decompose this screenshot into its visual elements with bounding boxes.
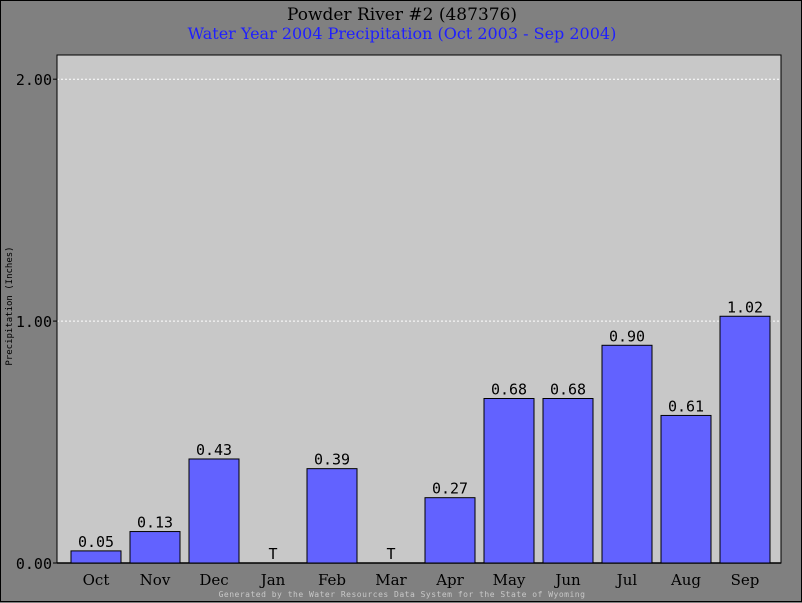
data-label-feb: 0.39 (314, 451, 350, 469)
bar-jul (601, 344, 653, 564)
x-tick-label-mar: Mar (375, 571, 407, 589)
y-tick-label: 2.00 (16, 71, 52, 89)
data-label-nov: 0.13 (137, 514, 173, 532)
x-tick-label-jul: Jul (615, 571, 638, 589)
bar-apr (424, 497, 476, 564)
data-label-jun: 0.68 (550, 381, 586, 399)
y-tick-label: 1.00 (16, 313, 52, 331)
x-tick-label-may: May (493, 571, 526, 589)
x-tick-label-nov: Nov (140, 571, 171, 589)
data-label-oct: 0.05 (78, 533, 114, 551)
data-label-apr: 0.27 (432, 480, 468, 498)
data-label-sep: 1.02 (727, 298, 763, 316)
bar-aug (660, 414, 712, 564)
data-label-aug: 0.61 (668, 397, 704, 415)
x-tick-label-oct: Oct (83, 571, 110, 589)
bar-oct (70, 550, 122, 564)
data-label-jan: T (268, 545, 277, 563)
x-tick-label-jan: Jan (259, 571, 286, 589)
data-label-jul: 0.90 (609, 327, 645, 345)
bar-feb (306, 468, 358, 564)
x-tick-label-jun: Jun (553, 571, 581, 589)
x-tick-label-sep: Sep (731, 571, 760, 589)
bar-may (483, 398, 535, 564)
bar-nov (129, 531, 181, 564)
x-tick-label-aug: Aug (670, 571, 701, 589)
bar-jun (542, 398, 594, 564)
chart-title: Powder River #2 (487376) (286, 5, 518, 25)
bar-dec (188, 458, 240, 564)
x-tick-label-dec: Dec (199, 571, 228, 589)
footer-credit: Generated by the Water Resources Data Sy… (218, 590, 586, 599)
plot-background (56, 54, 782, 564)
bar-sep (719, 315, 771, 564)
x-tick-label-feb: Feb (318, 571, 346, 589)
data-label-mar: T (386, 545, 395, 563)
data-label-dec: 0.43 (196, 441, 232, 459)
x-tick-label-apr: Apr (435, 571, 464, 589)
y-tick-label: 0.00 (16, 555, 52, 573)
data-label-may: 0.68 (491, 381, 527, 399)
chart-subtitle: Water Year 2004 Precipitation (Oct 2003 … (187, 24, 617, 43)
